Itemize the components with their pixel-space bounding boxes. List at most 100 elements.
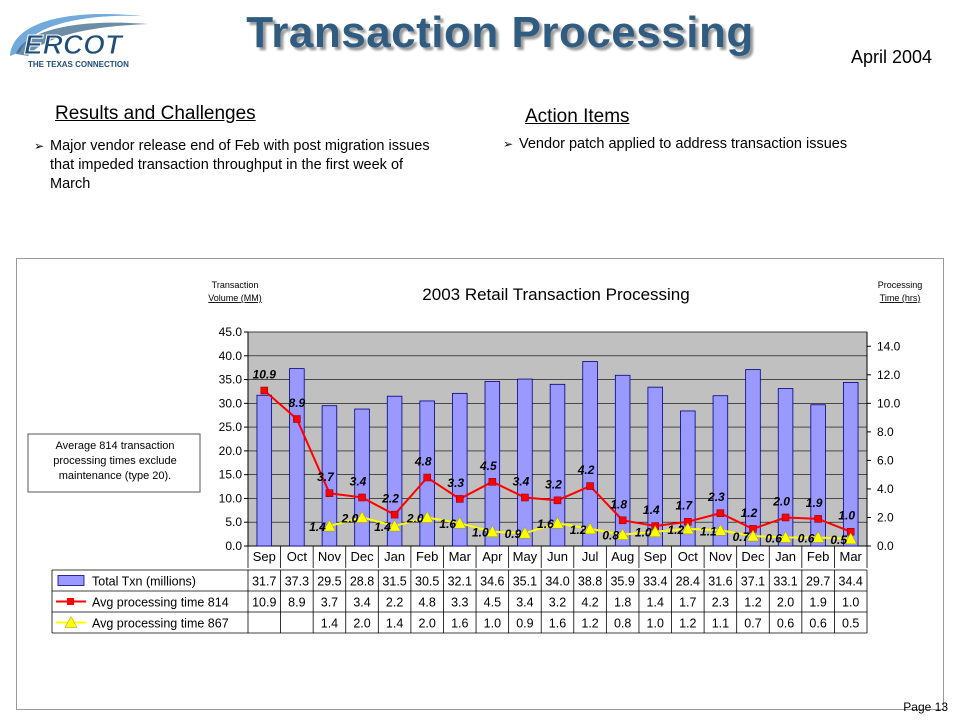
table-cell: 1.6 <box>549 617 566 631</box>
table-cell: 0.6 <box>777 617 794 631</box>
right-axis-label-1: Processing <box>878 280 923 290</box>
table-cell: 29.7 <box>806 575 830 589</box>
table-cell: 1.1 <box>712 617 729 631</box>
table-cell: 3.4 <box>516 596 533 610</box>
data-label-814: 8.9 <box>289 396 306 410</box>
bar <box>549 383 566 547</box>
series-867-point <box>355 510 369 523</box>
table-cell: 1.0 <box>842 596 859 610</box>
results-bullet: ➢ Major vendor release end of Feb with p… <box>34 137 434 194</box>
series-814-point <box>488 478 497 486</box>
series-814-point <box>390 510 399 519</box>
data-label-867: 1.6 <box>537 517 554 531</box>
data-label-867: 0.5 <box>830 533 847 547</box>
data-label-867: 0.7 <box>733 530 751 544</box>
legend-867-marker <box>64 615 78 628</box>
bar <box>517 378 533 547</box>
series-867-point <box>388 519 402 532</box>
report-date: April 2004 <box>850 47 932 67</box>
bar <box>842 382 859 547</box>
actions-bullet-text: Vendor patch applied to address transact… <box>519 136 848 152</box>
bar <box>452 392 468 547</box>
data-label-814: 3.4 <box>350 474 367 488</box>
series-814-point <box>586 482 594 490</box>
left-tick-label: 0.0 <box>225 539 242 553</box>
results-heading: Results and Challenges <box>55 103 256 124</box>
category-label: Jul <box>582 549 599 564</box>
table-cell: 2.0 <box>418 617 435 631</box>
category-label: Nov <box>709 549 733 564</box>
series-814-point <box>325 489 334 497</box>
data-label-867: 0.6 <box>798 531 815 545</box>
series-814-point <box>521 493 529 502</box>
series-814-point <box>358 493 366 502</box>
table-cell: 1.8 <box>614 596 631 610</box>
table-cell: 29.5 <box>317 575 341 589</box>
data-label-867: 1.4 <box>309 520 326 534</box>
actions-bullet: ➢ Vendor patch applied to address transa… <box>503 135 923 154</box>
table-cell: 33.1 <box>773 575 797 589</box>
table-cell: 1.4 <box>386 617 403 631</box>
series-867-point <box>453 516 467 529</box>
series-867-point <box>518 526 532 539</box>
legend-series-name: Avg processing time 867 <box>92 617 229 631</box>
bar <box>745 369 761 547</box>
data-label-867: 1.4 <box>374 520 391 534</box>
table-cell: 1.4 <box>647 596 664 610</box>
table-cell: 28.4 <box>676 575 700 589</box>
table-cell: 4.2 <box>581 596 598 610</box>
table-cell: 28.8 <box>350 575 374 589</box>
series-867-point <box>811 530 825 543</box>
data-label-814: 1.0 <box>838 509 855 523</box>
data-label-867: 2.0 <box>341 511 359 525</box>
data-label-814: 1.9 <box>806 496 823 510</box>
category-label: Nov <box>318 549 342 564</box>
arrow-bullet-icon: ➢ <box>503 137 514 151</box>
category-label: Mar <box>840 549 863 564</box>
category-label: Mar <box>449 549 472 564</box>
table-cell: 8.9 <box>288 596 305 610</box>
table-cell: 35.9 <box>610 575 634 589</box>
series-867-point <box>844 532 858 545</box>
right-axis-label-2: Time (hrs) <box>880 293 921 303</box>
left-tick-label: 45.0 <box>219 325 243 339</box>
table-cell: 0.5 <box>842 617 859 631</box>
bar <box>614 374 631 547</box>
bar <box>712 395 729 547</box>
series-814-point <box>781 513 790 522</box>
table-cell: 1.9 <box>809 596 826 610</box>
data-label-814: 2.0 <box>772 494 790 508</box>
table-cell: 0.7 <box>744 617 761 631</box>
left-tick-label: 20.0 <box>219 444 243 458</box>
series-867-point <box>323 519 336 532</box>
left-axis-label-2: Volume (MM) <box>208 293 262 303</box>
series-814-point <box>423 473 431 482</box>
page-number: Page 13 <box>903 700 948 714</box>
table-cell: 3.2 <box>549 596 566 610</box>
right-tick-label: 2.0 <box>877 510 894 524</box>
table-cell: 0.8 <box>614 617 631 631</box>
series-814-point <box>814 515 822 523</box>
table-cell: 34.0 <box>545 575 569 589</box>
legend-814-marker <box>67 598 74 605</box>
left-tick-label: 10.0 <box>219 491 243 505</box>
category-label: Jun <box>547 549 568 564</box>
legend-series-name: Total Txn (millions) <box>92 575 196 589</box>
series-867-point <box>681 522 695 535</box>
series-814-point <box>618 516 627 525</box>
data-label-867: 2.0 <box>406 511 424 525</box>
results-bullet-text: Major vendor release end of Feb with pos… <box>50 138 430 192</box>
legend-series-name: Avg processing time 814 <box>92 596 229 610</box>
table-cell: 38.8 <box>578 575 602 589</box>
table-cell: 1.4 <box>321 617 338 631</box>
table-cell: 33.4 <box>643 575 667 589</box>
table-cell: 4.5 <box>484 596 501 610</box>
right-tick-label: 8.0 <box>877 425 894 439</box>
ercot-logo: ERCOT THE TEXAS CONNECTION <box>2 4 152 74</box>
logo-wordmark: ERCOT <box>24 29 125 60</box>
data-label-867: 1.2 <box>570 523 587 537</box>
page-title: Transaction Processing <box>246 8 754 57</box>
table-cell: 30.5 <box>415 575 439 589</box>
data-label-814: 1.8 <box>610 497 627 511</box>
table-cell: 4.8 <box>418 596 435 610</box>
